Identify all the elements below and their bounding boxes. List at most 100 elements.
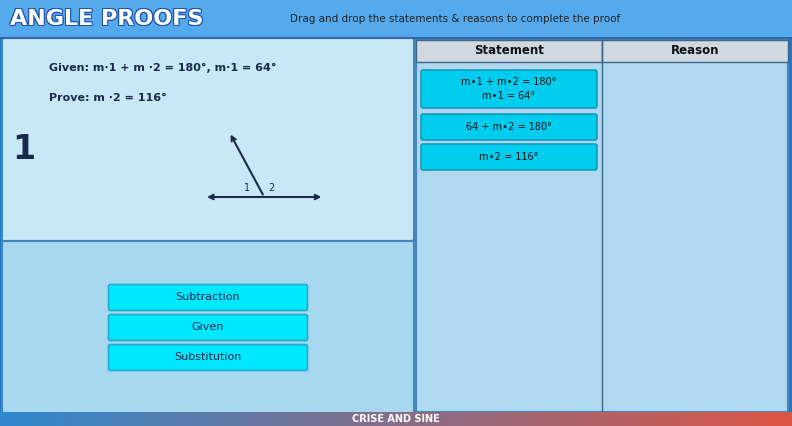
Text: Prove: m ∙2 = 116°: Prove: m ∙2 = 116° xyxy=(49,93,167,103)
Bar xyxy=(364,412,371,426)
Bar xyxy=(386,412,392,426)
Bar xyxy=(676,412,682,426)
Text: Drag and drop the statements & reasons to complete the proof: Drag and drop the statements & reasons t… xyxy=(290,14,620,24)
Bar xyxy=(507,412,513,426)
Text: ANGLE PROOFS: ANGLE PROOFS xyxy=(10,8,203,28)
Bar xyxy=(132,412,139,426)
Bar xyxy=(153,412,159,426)
Bar xyxy=(416,40,788,412)
Bar xyxy=(665,412,672,426)
FancyBboxPatch shape xyxy=(421,144,597,170)
Bar xyxy=(116,412,123,426)
Text: ANGLE PROOFS: ANGLE PROOFS xyxy=(11,9,204,29)
Bar xyxy=(95,412,101,426)
Text: ANGLE PROOFS: ANGLE PROOFS xyxy=(10,8,204,28)
Text: Given: Given xyxy=(192,322,224,333)
Bar xyxy=(148,412,154,426)
Text: 2: 2 xyxy=(268,183,275,193)
Bar xyxy=(491,412,497,426)
Bar xyxy=(227,412,234,426)
Bar xyxy=(433,412,440,426)
Bar xyxy=(111,412,117,426)
Bar xyxy=(143,412,149,426)
Bar xyxy=(269,412,276,426)
Text: m∙1 + m∙2 = 180°
m∙1 = 64°: m∙1 + m∙2 = 180° m∙1 = 64° xyxy=(461,78,557,101)
Bar xyxy=(544,412,550,426)
Bar xyxy=(158,412,165,426)
Bar xyxy=(180,412,186,426)
Bar xyxy=(402,412,408,426)
Bar xyxy=(549,412,555,426)
Bar xyxy=(755,412,761,426)
Bar xyxy=(285,412,291,426)
Bar xyxy=(211,412,218,426)
Bar xyxy=(164,412,170,426)
Bar xyxy=(586,412,592,426)
Text: Substitution: Substitution xyxy=(174,352,242,363)
Bar xyxy=(311,412,318,426)
Bar xyxy=(85,412,91,426)
Bar xyxy=(607,412,614,426)
Bar xyxy=(48,412,54,426)
Bar xyxy=(729,412,735,426)
Bar xyxy=(295,412,302,426)
Text: Reason: Reason xyxy=(671,44,719,58)
Bar xyxy=(412,412,418,426)
Bar xyxy=(58,412,64,426)
Bar xyxy=(639,412,645,426)
Bar xyxy=(322,412,329,426)
Bar xyxy=(782,412,788,426)
Bar xyxy=(612,412,619,426)
Text: CRISE AND SINE: CRISE AND SINE xyxy=(352,414,440,424)
Bar xyxy=(697,412,703,426)
Bar xyxy=(248,412,254,426)
Bar xyxy=(69,412,75,426)
Bar xyxy=(63,412,70,426)
Bar xyxy=(570,412,577,426)
Bar xyxy=(703,412,709,426)
Bar xyxy=(602,412,608,426)
Bar xyxy=(307,412,313,426)
Bar xyxy=(196,412,202,426)
Bar xyxy=(517,412,524,426)
Bar xyxy=(444,412,450,426)
Bar xyxy=(264,412,270,426)
Bar xyxy=(280,412,286,426)
Bar xyxy=(454,412,460,426)
Bar xyxy=(655,412,661,426)
Bar xyxy=(744,412,751,426)
Bar xyxy=(121,412,128,426)
Bar xyxy=(16,412,22,426)
Bar xyxy=(291,412,297,426)
Bar xyxy=(380,412,386,426)
Bar xyxy=(592,412,598,426)
Bar xyxy=(89,412,96,426)
Bar xyxy=(470,412,476,426)
Bar xyxy=(37,412,44,426)
Text: ANGLE PROOFS: ANGLE PROOFS xyxy=(11,10,204,30)
Bar xyxy=(301,412,307,426)
Bar xyxy=(465,412,471,426)
FancyBboxPatch shape xyxy=(2,38,414,241)
Text: m∙2 = 116°: m∙2 = 116° xyxy=(479,152,539,162)
Bar xyxy=(497,412,503,426)
Bar xyxy=(343,412,349,426)
Bar xyxy=(259,412,265,426)
Bar xyxy=(723,412,729,426)
Text: 64 + m∙2 = 180°: 64 + m∙2 = 180° xyxy=(466,122,552,132)
Bar xyxy=(766,412,772,426)
Bar xyxy=(760,412,767,426)
Bar xyxy=(137,412,143,426)
Bar xyxy=(422,412,428,426)
Text: 1: 1 xyxy=(12,133,35,166)
Bar xyxy=(79,412,86,426)
Bar xyxy=(375,412,381,426)
Bar xyxy=(42,412,48,426)
Bar xyxy=(786,412,792,426)
Bar xyxy=(32,412,38,426)
FancyBboxPatch shape xyxy=(421,114,597,140)
Bar xyxy=(649,412,656,426)
Bar xyxy=(200,412,207,426)
Bar xyxy=(26,412,32,426)
Bar xyxy=(512,412,519,426)
